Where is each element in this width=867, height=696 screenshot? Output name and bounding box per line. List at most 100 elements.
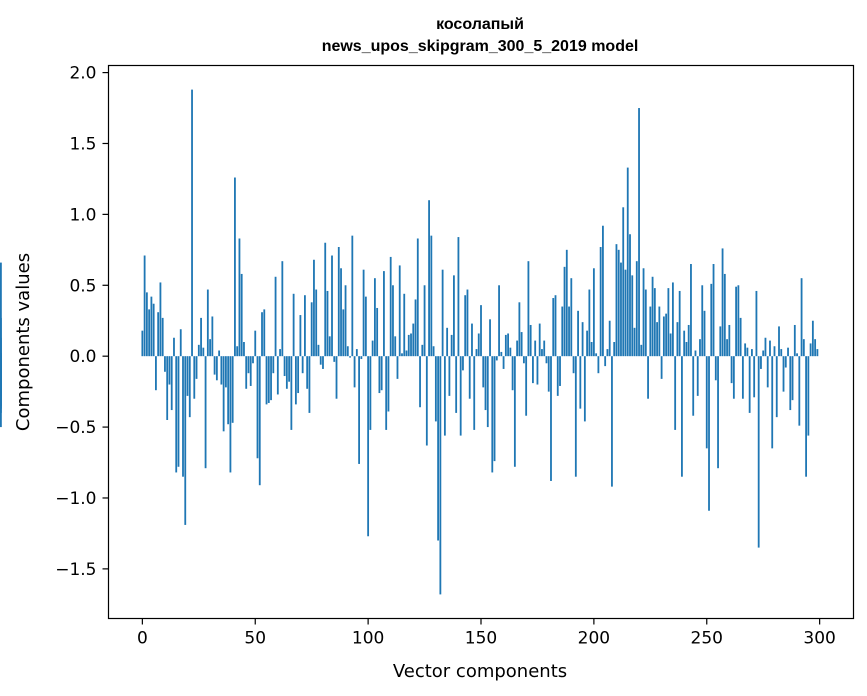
- chart-subtitle: news_upos_skipgram_300_5_2019 model: [322, 38, 639, 55]
- bar: [793, 324, 796, 357]
- bar: [462, 356, 464, 371]
- bar: [757, 356, 760, 548]
- bar: [644, 289, 647, 357]
- bar: [699, 339, 701, 357]
- bar: [805, 356, 807, 477]
- bar: [811, 320, 814, 357]
- bar: [439, 356, 442, 595]
- bar: [751, 349, 753, 357]
- bar: [789, 356, 792, 411]
- bar: [504, 334, 507, 357]
- bar: [184, 356, 187, 525]
- bar: [732, 356, 735, 399]
- bar: [550, 356, 552, 481]
- bar: [299, 315, 302, 357]
- bar: [369, 356, 372, 430]
- bar: [685, 342, 688, 357]
- bar: [735, 286, 738, 357]
- bar: [245, 356, 248, 389]
- bar: [536, 356, 539, 385]
- bar: [337, 247, 340, 357]
- bar: [333, 356, 336, 362]
- bar: [437, 356, 440, 541]
- bar: [556, 356, 559, 396]
- bar: [780, 349, 783, 357]
- bar: [739, 317, 742, 357]
- bar: [787, 347, 789, 357]
- bar: [432, 346, 435, 357]
- bar: [335, 356, 338, 399]
- bar: [809, 343, 812, 357]
- x-tick-label: 300: [803, 629, 835, 649]
- bar: [653, 288, 656, 357]
- bar: [319, 356, 322, 365]
- bar: [516, 340, 519, 357]
- bar: [326, 290, 329, 357]
- bar: [315, 289, 318, 357]
- bar: [599, 247, 602, 357]
- bar: [513, 356, 516, 467]
- bar: [292, 293, 295, 357]
- bar: [389, 256, 392, 357]
- bar: [624, 269, 627, 357]
- bar: [714, 356, 717, 381]
- bar: [604, 356, 607, 367]
- bar: [410, 333, 412, 357]
- bar: [274, 276, 277, 357]
- x-tick-label: 150: [465, 629, 497, 649]
- bar: [640, 344, 643, 357]
- bar: [753, 356, 756, 398]
- bar: [710, 283, 713, 357]
- bar: [638, 108, 640, 357]
- bar: [581, 322, 584, 357]
- bar: [306, 356, 309, 389]
- bar: [613, 342, 616, 357]
- y-tick-label: 0.0: [69, 347, 96, 367]
- bar: [281, 261, 284, 357]
- bar: [249, 356, 252, 386]
- bar: [545, 356, 548, 364]
- bar: [0, 356, 2, 396]
- bar: [421, 344, 424, 357]
- bar: [807, 356, 810, 436]
- bar: [270, 356, 272, 401]
- bar: [256, 356, 259, 459]
- bar: [538, 323, 541, 357]
- bar: [448, 356, 451, 396]
- bar: [425, 356, 428, 446]
- bar: [796, 353, 798, 357]
- bar: [324, 242, 327, 357]
- bar: [723, 273, 726, 357]
- bar: [701, 285, 704, 357]
- bar: [577, 310, 579, 357]
- bar: [694, 350, 697, 357]
- bar: [669, 333, 672, 357]
- bar: [392, 285, 394, 357]
- bar: [622, 207, 625, 357]
- bar: [791, 356, 794, 401]
- bar: [152, 303, 155, 357]
- bar: [304, 295, 306, 357]
- bar: [161, 317, 164, 357]
- bar: [195, 356, 198, 379]
- x-axis-ticks: 0 50 100 150 200 250 300: [137, 618, 836, 649]
- y-tick-label: −0.5: [55, 418, 96, 438]
- bar: [380, 356, 383, 391]
- bar: [816, 349, 819, 357]
- bar: [322, 356, 324, 369]
- bar: [243, 342, 245, 357]
- bar: [193, 356, 196, 399]
- bar: [188, 356, 191, 418]
- bar: [419, 356, 421, 408]
- bar: [527, 261, 530, 357]
- bar: [346, 346, 349, 357]
- bar: [617, 249, 620, 357]
- bar: [453, 275, 455, 357]
- bar: [430, 235, 433, 357]
- bar: [651, 276, 654, 357]
- bar: [173, 337, 175, 357]
- bar: [565, 249, 568, 357]
- bar: [495, 356, 498, 361]
- bar: [552, 298, 555, 357]
